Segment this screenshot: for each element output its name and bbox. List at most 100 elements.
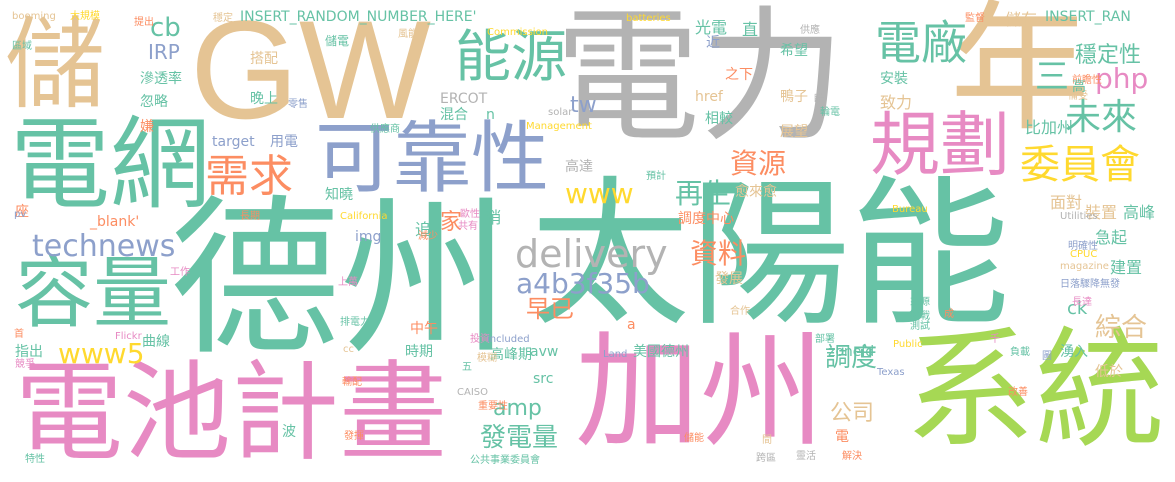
word: GW	[190, 0, 432, 148]
word: 中午	[410, 321, 438, 337]
word: 零售	[288, 99, 308, 110]
word: 滲透率	[140, 71, 182, 87]
word: 解決	[842, 451, 862, 462]
word: 稍	[485, 208, 502, 227]
word: 調度中心	[678, 211, 734, 227]
word: target	[212, 134, 255, 150]
word: 追	[415, 220, 432, 239]
word: php	[1095, 62, 1149, 95]
word: 比加州	[1025, 118, 1074, 137]
word: 部署	[815, 334, 835, 345]
word: 測試	[910, 321, 930, 332]
word: Utilities	[1060, 211, 1098, 222]
word: booming	[12, 11, 56, 22]
word: 搭配	[250, 51, 278, 67]
word: 面對	[1050, 193, 1083, 212]
word: 高峰期	[490, 347, 532, 363]
word: 太陽能	[530, 161, 1011, 348]
word: 嫌	[140, 119, 154, 135]
word: Management	[526, 121, 592, 132]
word: 模糊	[477, 353, 497, 364]
word: www	[565, 177, 634, 210]
word: 前瞻性	[1072, 75, 1102, 86]
word: cb	[150, 13, 181, 43]
word: 發電量	[480, 423, 559, 453]
word: 高達	[565, 159, 593, 175]
word: 跨區	[756, 453, 776, 464]
word: 高	[1072, 79, 1086, 95]
word: 家	[440, 210, 463, 235]
word: 提出	[134, 17, 154, 28]
word: 資源	[730, 147, 787, 180]
word: img	[355, 229, 382, 245]
word: 輸配	[342, 377, 362, 388]
word: 知曉	[325, 187, 353, 203]
word: 電力	[555, 0, 845, 162]
word: 展望	[780, 124, 808, 140]
word: ck	[1067, 298, 1088, 319]
word: Texas	[877, 367, 905, 378]
word: 晚上	[250, 91, 278, 107]
word: technews	[32, 229, 176, 264]
word: 電	[835, 429, 849, 445]
word: 委員會	[1020, 142, 1140, 188]
word: 美國德州	[633, 344, 689, 360]
word: 區域	[12, 41, 32, 52]
word: 之下	[725, 67, 753, 83]
word: 電廠	[875, 16, 967, 70]
word: 改善	[1008, 387, 1028, 398]
word: _blank'	[90, 214, 140, 230]
word: 供應	[800, 25, 820, 36]
word: 競爭	[15, 359, 35, 370]
word: href	[695, 89, 723, 105]
word: 時期	[405, 344, 433, 360]
word: 挑戰	[910, 311, 930, 322]
word: INSERT_RAN	[1045, 9, 1131, 25]
word: 首	[14, 329, 24, 340]
word: 五	[462, 362, 472, 373]
word: 調度	[825, 343, 878, 373]
word: a	[627, 317, 636, 333]
word: 備受	[1068, 91, 1088, 102]
word: 穩定性	[1075, 43, 1142, 68]
word: 相較	[705, 111, 733, 127]
word: 規劃	[870, 104, 1010, 186]
word: 鴨子	[780, 89, 808, 105]
word: 希望	[780, 43, 808, 59]
word: 排電力	[340, 317, 370, 328]
word: 低於	[1095, 364, 1123, 380]
word: pv	[14, 209, 27, 220]
word: Land	[603, 349, 628, 360]
word: 圖	[1042, 351, 1052, 362]
word: INSERT_RANDOM_NUMBER_HERE'	[240, 9, 477, 25]
word: 上萬	[338, 277, 358, 288]
word: 加州	[575, 320, 825, 465]
word: 未來	[1065, 97, 1138, 138]
word: 成	[944, 309, 954, 320]
word: California	[340, 211, 388, 222]
word: 建置	[1110, 258, 1143, 277]
word: www5	[58, 337, 145, 370]
word: 投資	[470, 334, 490, 345]
word: tw	[570, 93, 597, 118]
word: 需求	[205, 151, 293, 202]
word: 混合	[440, 107, 468, 123]
word: Bureau	[892, 204, 928, 215]
word: 歐性	[460, 209, 480, 220]
word: src	[533, 371, 554, 387]
word: CAISO	[457, 387, 488, 398]
word: 風能	[398, 29, 418, 40]
word: 儲	[5, 6, 105, 123]
word: cc	[343, 344, 354, 355]
word: 長達	[1072, 297, 1092, 308]
word: 可靠性	[315, 114, 550, 204]
word: 工作	[170, 267, 190, 278]
word: amp	[493, 396, 542, 421]
word: 發揮	[344, 431, 364, 442]
word: delivery	[515, 232, 668, 276]
word: 再生	[675, 177, 732, 210]
word: 能源	[455, 25, 567, 90]
word: 間	[762, 435, 772, 446]
word: 重要性	[478, 401, 508, 412]
